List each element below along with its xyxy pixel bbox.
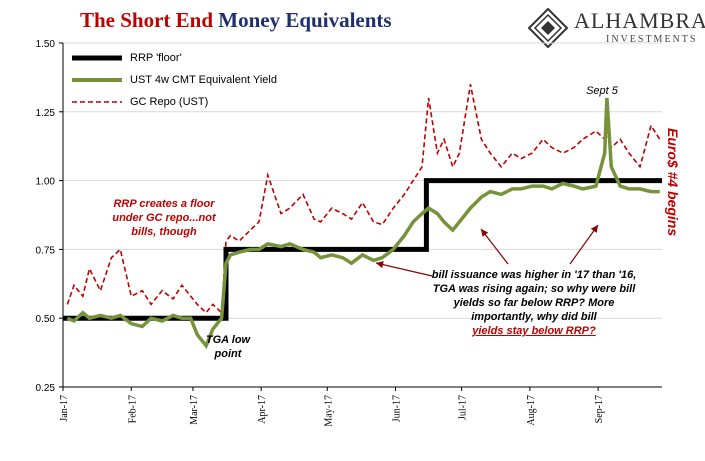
- annotation-bill-line2: TGA was rising again; so why were bill: [432, 283, 636, 295]
- chart-title-part2: Money Equivalents: [218, 8, 392, 32]
- y-tick-label: 0.25: [36, 383, 56, 394]
- y-tick-label: 1.25: [36, 108, 56, 119]
- chart-axes: 0.25 0.50 0.75 1.00 1.25 1.50 Jan-17 Feb-17 Mar-…: [36, 39, 662, 427]
- annotation-tga-low: TGA low point: [198, 333, 258, 361]
- y-tick-label: 0.75: [36, 245, 56, 256]
- legend-label-repo: GC Repo (UST): [130, 96, 209, 108]
- annotation-bill-line3: yields so far below RRP? More: [453, 297, 615, 309]
- annotation-sept5: Sept 5: [586, 85, 618, 97]
- x-tick-label: Aug-17: [526, 395, 537, 426]
- annotation-bill-line5: yields stay below RRP?: [472, 325, 596, 337]
- arrow-bill-sep: [569, 224, 599, 265]
- annotation-arrows: [375, 224, 599, 277]
- annotation-rrp-floor-line3: bills, though: [131, 226, 197, 238]
- annotation-rrp-floor: RRP creates a floor under GC repo...not …: [104, 197, 224, 239]
- chart-series: [63, 84, 662, 350]
- x-tick-label: Apr-17: [257, 395, 268, 424]
- y-tick-label: 1.50: [36, 39, 56, 50]
- annotation-eurodollar-text: Euro$ #4 begins: [665, 128, 681, 236]
- series-line-1: [66, 97, 660, 350]
- logo-subtitle: INVESTMENTS: [606, 34, 698, 45]
- x-tick-label: Jun-17: [392, 395, 403, 422]
- annotation-rrp-floor-line2: under GC repo...not: [112, 212, 216, 224]
- series-line-0: [63, 178, 662, 321]
- x-tick-label: May-17: [323, 395, 334, 427]
- annotation-tga-low-line1: TGA low: [205, 334, 251, 346]
- logo-diamond-icon: [527, 7, 569, 49]
- series-line-2: [66, 84, 661, 315]
- legend-label-ust: UST 4w CMT Equivalent Yield: [130, 74, 277, 86]
- x-tick-label: Sep-17: [594, 395, 605, 423]
- x-tick-label: Jan-17: [59, 395, 70, 422]
- logo-name: ALHAMBRA: [574, 8, 705, 33]
- legend-swatch-rrp: [72, 55, 122, 61]
- annotation-tga-low-line2: point: [214, 348, 242, 360]
- x-tick-label: Jul-17: [458, 395, 469, 420]
- y-tick-label: 1.00: [36, 177, 56, 188]
- x-tick-label: Feb-17: [127, 395, 138, 423]
- annotation-rrp-floor-line1: RRP creates a floor: [113, 198, 215, 210]
- chart-title-part1: The Short End: [80, 8, 214, 32]
- y-tick-label: 0.50: [36, 314, 56, 325]
- annotation-bill-issuance: bill issuance was higher in '17 than '16…: [418, 268, 650, 338]
- annotation-bill-line4: importantly, why did bill: [471, 311, 597, 323]
- legend-swatch-repo: [72, 101, 122, 103]
- annotation-bill-line1: bill issuance was higher in '17 than '16…: [431, 269, 637, 281]
- annotation-eurodollar: Euro$ #4 begins: [665, 128, 681, 236]
- chart-title: The Short End Money Equivalents: [80, 8, 392, 33]
- alhambra-logo: ALHAMBRA INVESTMENTS: [527, 7, 705, 49]
- legend-label-rrp: RRP 'floor': [130, 52, 182, 64]
- legend-swatch-ust: [72, 78, 122, 82]
- x-tick-label: Mar-17: [189, 395, 200, 425]
- arrow-bill-may: [375, 261, 433, 277]
- arrow-bill-jul: [480, 228, 509, 265]
